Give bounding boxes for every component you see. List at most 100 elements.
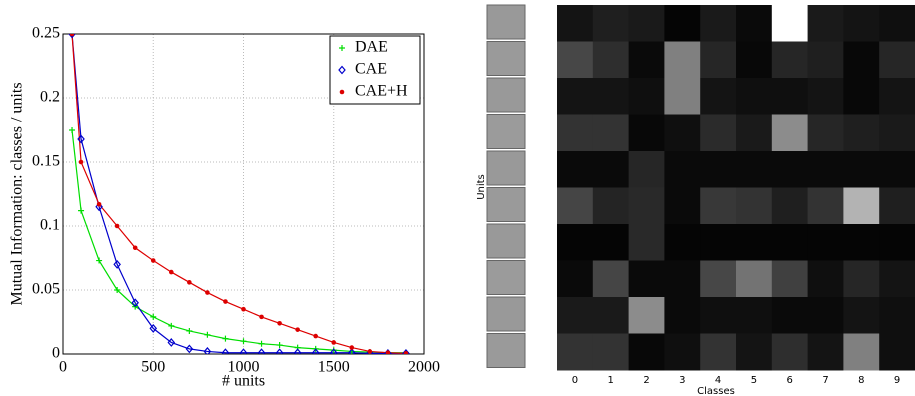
x-tick-label: 1500 (318, 359, 350, 376)
heatmap-cell (736, 42, 772, 79)
marker (259, 315, 264, 320)
heatmap-cell (736, 334, 772, 371)
marker (295, 327, 300, 332)
legend-label: DAE (355, 39, 388, 56)
heatmap-cell (879, 224, 915, 261)
x-tick-label: 3 (679, 375, 685, 386)
heatmap-cell (664, 188, 700, 225)
x-tick-label: 6 (787, 375, 793, 386)
heatmap-cell (557, 78, 593, 115)
marker (79, 160, 84, 165)
heatmap-cell (700, 42, 736, 79)
marker (259, 341, 265, 347)
heatmap-cell (808, 261, 844, 298)
y-tick-label: 0.05 (32, 281, 60, 298)
heatmap-cell (772, 297, 808, 334)
marker (115, 224, 120, 229)
heatmap-cell (843, 151, 879, 188)
heatmap-cell (772, 151, 808, 188)
marker (151, 258, 156, 263)
x-tick-label: 0 (59, 359, 67, 376)
heatmap-cell (879, 5, 915, 42)
heatmap-cell (593, 224, 629, 261)
heatmap-cell (629, 42, 665, 79)
thumbnail (487, 261, 525, 295)
heatmap-cell (772, 5, 808, 42)
marker (169, 270, 174, 275)
heatmap-cell (772, 42, 808, 79)
marker (350, 345, 355, 350)
heatmap-cell (629, 188, 665, 225)
marker (78, 208, 84, 214)
heatmap-cell (629, 115, 665, 152)
heatmap-cell (772, 115, 808, 152)
heatmap-cell (700, 188, 736, 225)
y-tick-label: 0.2 (40, 89, 60, 106)
x-tick-label: 2 (643, 375, 649, 386)
heatmap-cell (879, 42, 915, 79)
heatmap-cell (593, 188, 629, 225)
heatmap-cell (808, 151, 844, 188)
heatmap-cell (557, 224, 593, 261)
heatmap-cell (700, 224, 736, 261)
heatmap-cell (593, 297, 629, 334)
marker (168, 323, 174, 329)
legend-label: CAE (355, 61, 387, 78)
heatmap-cell (700, 5, 736, 42)
heatmap-cell (736, 5, 772, 42)
marker (205, 290, 210, 295)
heatmap-cell (629, 224, 665, 261)
y-axis-label: Mutual Information: classes / units (9, 82, 26, 305)
heatmap-cell (664, 78, 700, 115)
heatmap-cell (772, 334, 808, 371)
heatmap-cell (736, 151, 772, 188)
heatmap-cell (879, 261, 915, 298)
heatmap-cell (629, 151, 665, 188)
x-tick-label: 5 (751, 375, 757, 386)
y-tick-label: 0.15 (32, 153, 60, 170)
heatmap-cell (843, 297, 879, 334)
heatmap-cell (593, 115, 629, 152)
heatmap-cell (593, 334, 629, 371)
heatmap-cell (557, 115, 593, 152)
heatmap-cell (736, 78, 772, 115)
heatmap-cell (593, 5, 629, 42)
heatmap-cell (629, 297, 665, 334)
heatmap-cell (808, 42, 844, 79)
heatmap-cell (629, 5, 665, 42)
heatmap-cell (557, 42, 593, 79)
heatmap-cell (557, 334, 593, 371)
heatmap-cell (557, 151, 593, 188)
x-tick-label: 1 (608, 375, 614, 386)
heatmap-cell (664, 224, 700, 261)
heatmap-cell (736, 188, 772, 225)
heatmap-cell (700, 115, 736, 152)
legend-label: CAE+H (355, 83, 408, 100)
thumbnail (487, 115, 525, 149)
marker (340, 90, 345, 95)
heatmap-cell (664, 297, 700, 334)
heatmap-cell (843, 78, 879, 115)
heatmap-cell (593, 261, 629, 298)
marker (187, 280, 192, 285)
heatmap-cell (700, 261, 736, 298)
heatmap-cell (843, 261, 879, 298)
heatmap-cell (664, 261, 700, 298)
heatmap-cell (736, 261, 772, 298)
heatmap-cell (843, 5, 879, 42)
thumbnail (487, 5, 525, 39)
heatmap-cell (736, 224, 772, 261)
thumbnail (487, 334, 525, 368)
x-tick-label: 8 (858, 375, 864, 386)
thumbnail (487, 78, 525, 112)
thumbnail (487, 151, 525, 185)
heatmap-cell (843, 188, 879, 225)
marker (404, 351, 409, 356)
heatmap-cell (629, 334, 665, 371)
heatmap-cell (700, 297, 736, 334)
heatmap-cell (700, 78, 736, 115)
heatmap-cell (843, 224, 879, 261)
marker (241, 338, 247, 344)
marker (368, 349, 373, 354)
heatmap-cell (843, 334, 879, 371)
